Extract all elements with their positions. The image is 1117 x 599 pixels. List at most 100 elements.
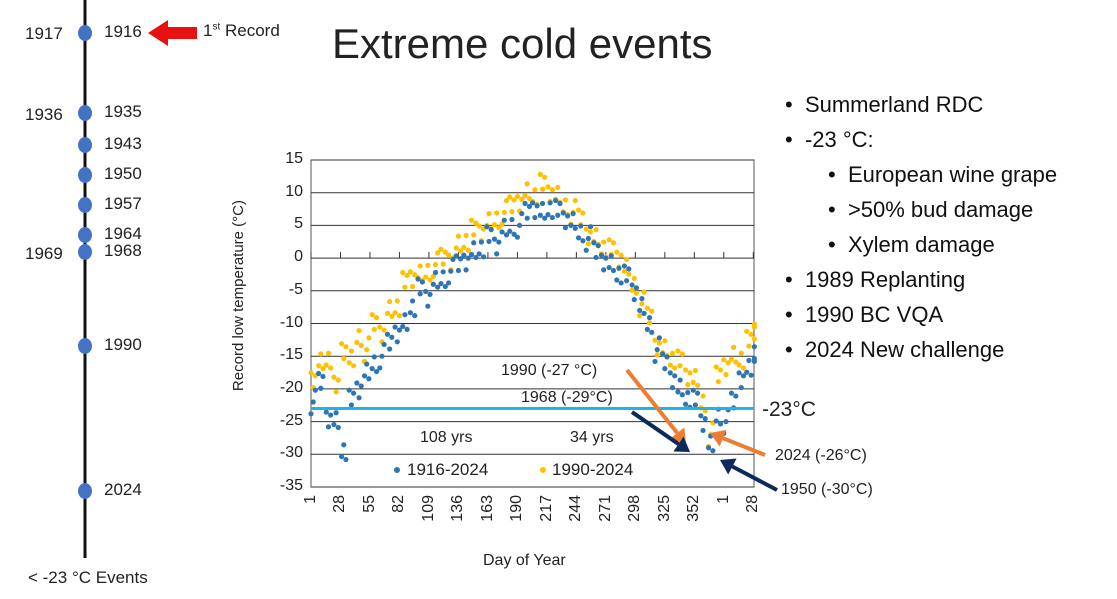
x-tick-label: 244	[567, 495, 585, 522]
data-point-1990-2024	[667, 362, 673, 368]
timeline-year-label: 1957	[104, 194, 142, 213]
data-point-1990-2024	[587, 229, 594, 235]
data-point-1916-2024	[524, 215, 530, 221]
timeline-year-label: 1943	[104, 134, 142, 153]
data-point-1916-2024	[494, 251, 500, 257]
y-tick-label: 5	[294, 215, 303, 233]
bullet-icon: •	[828, 162, 836, 187]
data-point-1916-2024	[341, 442, 347, 448]
data-point-1990-2024	[656, 340, 662, 346]
annotation-108-yrs: 108 yrs	[420, 429, 473, 446]
data-point-1916-2024	[631, 297, 637, 303]
data-point-1990-2024	[328, 365, 334, 371]
bullet-item: • >50% bud damage	[828, 197, 1033, 223]
data-point-1916-2024	[427, 291, 433, 297]
data-point-1990-2024	[610, 240, 617, 246]
data-point-1990-2024	[468, 217, 475, 223]
data-point-1916-2024	[644, 326, 650, 332]
data-point-1990-2024	[728, 356, 735, 362]
data-point-1916-2024	[646, 315, 653, 321]
data-point-1916-2024	[423, 288, 429, 295]
data-point-1916-2024	[488, 227, 494, 233]
timeline-dot	[78, 244, 92, 260]
timeline-dot	[78, 483, 92, 499]
data-point-1916-2024	[522, 200, 528, 207]
data-point-1990-2024	[738, 350, 744, 356]
data-point-1990-2024	[545, 184, 551, 190]
data-point-1990-2024	[369, 312, 375, 318]
data-point-1916-2024	[501, 217, 507, 223]
data-point-1990-2024	[646, 320, 653, 326]
data-point-1990-2024	[511, 197, 517, 203]
x-tick-label: 109	[419, 495, 437, 522]
data-point-1990-2024	[320, 366, 326, 372]
data-point-1916-2024	[465, 255, 471, 261]
data-point-1916-2024	[338, 453, 345, 460]
data-point-1990-2024	[400, 269, 406, 276]
data-point-1916-2024	[751, 358, 757, 365]
timeline-dot	[78, 167, 92, 183]
y-tick-label: 10	[285, 182, 303, 200]
arrow-2024	[722, 436, 766, 457]
data-point-1990-2024	[644, 305, 650, 311]
y-tick-label: 15	[285, 150, 303, 167]
data-point-1916-2024	[557, 200, 563, 207]
data-point-1916-2024	[710, 448, 716, 454]
data-point-1916-2024	[396, 327, 403, 333]
y-axis-title: Record low temperature (°C)	[230, 200, 247, 392]
data-point-1916-2024	[672, 373, 678, 379]
data-point-1990-2024	[519, 196, 525, 202]
bullet-icon: •	[785, 267, 793, 292]
data-point-1990-2024	[425, 262, 431, 268]
data-point-1990-2024	[585, 241, 591, 247]
timeline-year-label: 1990	[104, 335, 142, 354]
data-point-1990-2024	[358, 342, 364, 349]
data-point-1990-2024	[318, 351, 324, 357]
data-point-1990-2024	[682, 367, 689, 373]
y-tick-label: -35	[279, 477, 303, 494]
data-point-1990-2024	[717, 367, 724, 373]
annotation-1968: 1968 (-29°C)	[521, 389, 613, 406]
data-point-1916-2024	[748, 372, 754, 378]
data-point-1990-2024	[572, 197, 578, 204]
data-point-1916-2024	[371, 354, 377, 360]
data-point-1916-2024	[694, 390, 701, 396]
data-point-1916-2024	[728, 390, 735, 396]
data-point-1916-2024	[595, 243, 601, 249]
data-point-1990-2024	[438, 246, 444, 252]
timeline-year-label: 1950	[104, 164, 142, 183]
data-point-1990-2024	[507, 194, 513, 200]
data-point-1990-2024	[458, 248, 464, 254]
data-point-1990-2024	[725, 360, 731, 366]
data-point-1916-2024	[486, 238, 492, 245]
legend-blue-marker	[394, 467, 400, 473]
data-point-1916-2024	[484, 224, 490, 230]
data-point-1990-2024	[583, 226, 589, 232]
data-point-1916-2024	[346, 387, 352, 393]
data-point-1916-2024	[698, 413, 704, 419]
threshold-label: -23°C	[762, 398, 816, 421]
data-point-1916-2024	[669, 384, 676, 391]
timeline-year-label: 1917	[25, 24, 63, 43]
data-point-1916-2024	[744, 369, 750, 375]
data-point-1916-2024	[702, 416, 708, 422]
timeline-dot	[78, 105, 92, 121]
data-point-1990-2024	[377, 324, 383, 330]
data-point-1916-2024	[478, 239, 484, 245]
data-point-1990-2024	[381, 327, 387, 333]
data-point-1916-2024	[545, 212, 551, 218]
data-point-1990-2024	[440, 261, 446, 267]
arrow-2024-head	[710, 429, 727, 447]
bullet-item: • European wine grape	[828, 162, 1057, 188]
data-point-1916-2024	[348, 402, 355, 408]
data-point-1916-2024	[430, 281, 436, 287]
data-point-1916-2024	[458, 256, 464, 262]
data-point-1916-2024	[312, 387, 318, 393]
timeline-dot	[78, 197, 92, 213]
data-point-1916-2024	[549, 214, 555, 221]
data-point-1916-2024	[682, 401, 689, 407]
data-point-1916-2024	[570, 211, 576, 217]
data-point-1916-2024	[649, 329, 655, 335]
arrow-1950-head	[720, 458, 737, 475]
data-point-1916-2024	[463, 267, 469, 273]
